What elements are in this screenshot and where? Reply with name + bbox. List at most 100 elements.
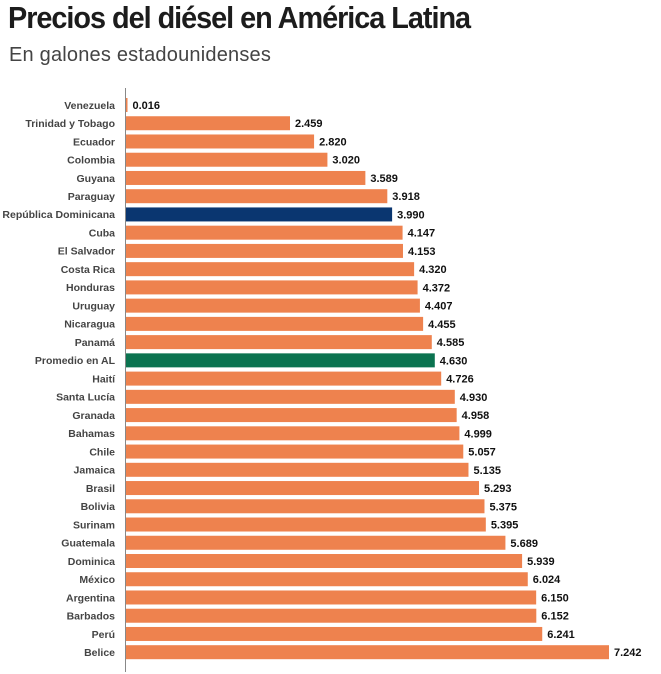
- bar: [126, 444, 464, 459]
- bar-row-venezuela: Venezuela 0.016: [64, 98, 160, 112]
- bar: [126, 262, 415, 277]
- category-label: Paraguay: [68, 191, 115, 203]
- category-label: Santa Lucía: [56, 392, 115, 404]
- bar-row-guatemala: Guatemala 5.689: [61, 535, 538, 550]
- value-label: 4.320: [419, 264, 447, 276]
- bar-row-belice: Belice 7.242: [84, 645, 642, 660]
- category-label: Colombia: [67, 155, 115, 167]
- bar-row-el-salvador: El Salvador 4.153: [58, 243, 436, 258]
- category-label: Uruguay: [72, 300, 115, 312]
- value-label: 5.057: [468, 447, 496, 459]
- value-label: 4.999: [464, 428, 492, 440]
- value-label: 5.939: [527, 556, 555, 568]
- bar: [126, 353, 435, 368]
- value-label: 5.135: [473, 465, 501, 477]
- value-label: 6.150: [541, 592, 569, 604]
- bar: [126, 152, 328, 167]
- bar-row-dominica: Dominica 5.939: [68, 554, 555, 568]
- category-label: México: [79, 574, 115, 586]
- value-label: 4.726: [446, 374, 474, 386]
- bar-row-ecuador: Ecuador 2.820: [73, 134, 347, 149]
- value-label: 3.990: [397, 209, 425, 221]
- bar: [126, 371, 442, 386]
- bar: [126, 572, 528, 587]
- value-label: 2.459: [295, 118, 323, 130]
- bar-row-cuba: Cuba 4.147: [89, 225, 436, 240]
- bars-group: Venezuela 0.016 Trinidad y Tobago 2.459 Ecua…: [2, 98, 642, 660]
- bar: [126, 389, 455, 404]
- value-label: 3.020: [332, 155, 360, 167]
- bar: [126, 554, 523, 568]
- bar-row-chile: Chile 5.057: [89, 444, 496, 459]
- bar: [126, 316, 424, 331]
- value-label: 0.016: [133, 100, 161, 112]
- value-label: 4.372: [423, 282, 451, 294]
- category-label: Guyana: [76, 173, 115, 185]
- value-label: 4.630: [440, 355, 468, 367]
- bar: [126, 645, 609, 660]
- chart-title: Precios del diésel en América Latina: [8, 0, 471, 35]
- bar-row-brasil: Brasil 5.293: [86, 481, 512, 496]
- bar-row-haiti: Haití 4.726: [92, 371, 474, 386]
- bar-row-promedio-en-al: Promedio en AL 4.630: [35, 353, 468, 368]
- bar-row-nicaragua: Nicaragua 4.455: [64, 316, 456, 331]
- category-label: Guatemala: [61, 538, 115, 550]
- category-label: Bolivia: [81, 501, 116, 513]
- value-label: 5.375: [489, 501, 517, 513]
- category-label: Chile: [89, 446, 115, 458]
- bar-row-colombia: Colombia 3.020: [67, 152, 360, 167]
- category-label: Jamaica: [74, 465, 116, 477]
- bar-row-barbados: Barbados 6.152: [67, 608, 569, 623]
- value-label: 4.153: [408, 246, 436, 258]
- bar-row-republica-dominicana: República Dominicana 3.990: [2, 207, 425, 222]
- value-label: 7.242: [614, 647, 642, 659]
- bar-row-bahamas: Bahamas 4.999: [68, 426, 492, 441]
- category-label: República Dominicana: [2, 209, 115, 221]
- bar: [126, 626, 543, 641]
- bar: [126, 98, 128, 112]
- chart-subtitle: En galones estadounidenses: [9, 44, 272, 66]
- category-label: Cuba: [89, 227, 115, 239]
- bar: [126, 134, 315, 149]
- value-label: 6.024: [533, 574, 561, 586]
- category-label: Costa Rica: [61, 264, 115, 276]
- category-label: Dominica: [68, 556, 115, 568]
- category-label: Argentina: [66, 592, 115, 604]
- category-label: Nicaragua: [64, 319, 115, 331]
- bar-row-santa-lucia: Santa Lucía 4.930: [56, 389, 488, 404]
- value-label: 4.147: [408, 228, 436, 240]
- bar-row-paraguay: Paraguay 3.918: [68, 189, 420, 204]
- value-label: 4.930: [460, 392, 488, 404]
- bar-row-granada: Granada 4.958: [72, 408, 489, 423]
- bar-row-panama: Panamá 4.585: [75, 335, 464, 350]
- category-label: Granada: [72, 410, 115, 422]
- bar: [126, 535, 506, 550]
- bar: [126, 116, 291, 131]
- bar: [126, 189, 388, 204]
- bar-row-costa-rica: Costa Rica 4.320: [61, 262, 447, 277]
- bar: [126, 408, 457, 423]
- bar-row-bolivia: Bolivia 5.375: [81, 499, 517, 514]
- category-label: Promedio en AL: [35, 355, 116, 367]
- value-label: 6.152: [541, 611, 569, 623]
- category-label: Venezuela: [64, 100, 115, 112]
- bar: [126, 517, 486, 532]
- bar: [126, 608, 537, 623]
- bar-row-honduras: Honduras 4.372: [66, 280, 451, 295]
- bar-row-trinidad-y-tobago: Trinidad y Tobago 2.459: [25, 116, 323, 131]
- category-label: Trinidad y Tobago: [25, 118, 115, 130]
- bar: [126, 426, 460, 441]
- value-label: 5.293: [484, 483, 512, 495]
- value-label: 2.820: [319, 136, 347, 148]
- category-label: Surinam: [73, 519, 115, 531]
- bar-row-uruguay: Uruguay 4.407: [72, 298, 452, 313]
- bar: [126, 207, 393, 222]
- category-label: Bahamas: [68, 428, 115, 440]
- bar-row-peru: Perú 6.241: [92, 626, 575, 641]
- bar: [126, 590, 537, 605]
- bar: [126, 462, 469, 477]
- category-label: El Salvador: [58, 246, 115, 258]
- value-label: 3.918: [392, 191, 420, 203]
- bar-row-guyana: Guyana 3.589: [76, 170, 398, 185]
